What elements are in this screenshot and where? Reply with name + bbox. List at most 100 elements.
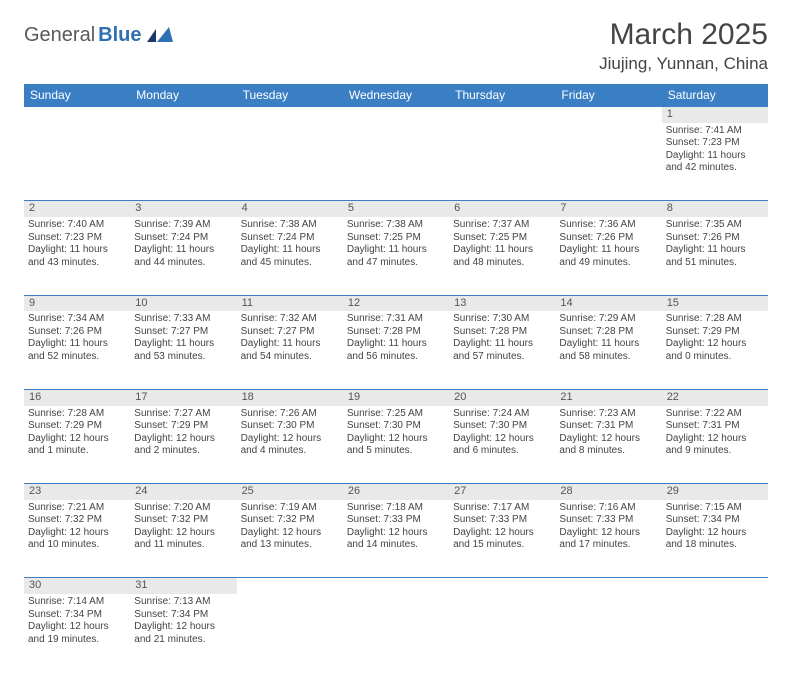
day-number-cell: 21 <box>555 389 661 405</box>
sunset-text: Sunset: 7:32 PM <box>241 514 339 527</box>
sunset-text: Sunset: 7:32 PM <box>28 514 126 527</box>
week-content-row: Sunrise: 7:34 AMSunset: 7:26 PM Daylight:… <box>24 311 768 389</box>
day-header: Sunday <box>24 84 130 107</box>
day-number-cell <box>237 578 343 594</box>
day-cell: Sunrise: 7:16 AMSunset: 7:33 PMDaylight:… <box>555 500 661 578</box>
daylight-text: Daylight: 12 hours and 18 minutes. <box>666 527 764 552</box>
week-number-row: 3031 <box>24 578 768 594</box>
sunrise-text: Sunrise: 7:20 AM <box>134 502 232 515</box>
sunset-text: Sunset: 7:26 PM <box>666 232 764 245</box>
sunrise-text: Sunrise: 7:40 AM <box>28 219 126 232</box>
sunset-text: Sunset: 7:30 PM <box>347 420 445 433</box>
sunset-text: Sunset: 7:30 PM <box>453 420 551 433</box>
sunset-text: Sunset: 7:25 PM <box>453 232 551 245</box>
week-number-row: 16171819202122 <box>24 389 768 405</box>
title-block: March 2025 Jiujing, Yunnan, China <box>599 18 768 74</box>
week-number-row: 1 <box>24 107 768 123</box>
day-header: Saturday <box>662 84 768 107</box>
week-content-row: Sunrise: 7:14 AMSunset: 7:34 PMDaylight:… <box>24 594 768 672</box>
sunset-text: Sunset: 7:23 PM <box>28 232 126 245</box>
week-number-row: 23242526272829 <box>24 484 768 500</box>
day-cell: Sunrise: 7:20 AMSunset: 7:32 PMDaylight:… <box>130 500 236 578</box>
sunrise-text: Sunrise: 7:37 AM <box>453 219 551 232</box>
sunrise-text: Sunrise: 7:41 AM <box>666 125 764 138</box>
day-number-cell: 13 <box>449 295 555 311</box>
daylight-text: Daylight: 12 hours and 15 minutes. <box>453 527 551 552</box>
sunrise-text: Sunrise: 7:29 AM <box>559 313 657 326</box>
day-number-cell <box>24 107 130 123</box>
week-number-row: 2345678 <box>24 201 768 217</box>
brand-name-blue: Blue <box>98 24 141 47</box>
day-cell: Sunrise: 7:40 AMSunset: 7:23 PMDaylight:… <box>24 217 130 295</box>
day-cell: Sunrise: 7:25 AMSunset: 7:30 PMDaylight:… <box>343 406 449 484</box>
sunset-text: Sunset: 7:23 PM <box>666 137 764 150</box>
week-content-row: Sunrise: 7:40 AMSunset: 7:23 PM Daylight:… <box>24 217 768 295</box>
daylight-text: Daylight: 11 hours and 54 minutes. <box>241 338 339 363</box>
daylight-text: Daylight: 12 hours and 4 minutes. <box>241 433 339 458</box>
day-number-cell <box>343 578 449 594</box>
day-cell: Sunrise: 7:32 AMSunset: 7:27 PMDaylight:… <box>237 311 343 389</box>
sunrise-text: Sunrise: 7:36 AM <box>559 219 657 232</box>
sunrise-text: Sunrise: 7:31 AM <box>347 313 445 326</box>
day-header: Thursday <box>449 84 555 107</box>
page-header: General Blue March 2025 Jiujing, Yunnan,… <box>24 18 768 74</box>
day-number-cell: 9 <box>24 295 130 311</box>
day-cell <box>130 123 236 201</box>
sunset-text: Sunset: 7:33 PM <box>453 514 551 527</box>
sunset-text: Sunset: 7:31 PM <box>559 420 657 433</box>
sunset-text: Sunset: 7:24 PM <box>241 232 339 245</box>
day-cell: Sunrise: 7:41 AMSunset: 7:23 PMDaylight:… <box>662 123 768 201</box>
daylight-text: Daylight: 12 hours and 17 minutes. <box>559 527 657 552</box>
day-cell: Sunrise: 7:26 AMSunset: 7:30 PMDaylight:… <box>237 406 343 484</box>
day-number-cell: 16 <box>24 389 130 405</box>
daylight-text: Daylight: 12 hours and 10 minutes. <box>28 527 126 552</box>
calendar-head: SundayMondayTuesdayWednesdayThursdayFrid… <box>24 84 768 107</box>
day-cell <box>555 594 661 672</box>
daylight-text: Daylight: 12 hours and 9 minutes. <box>666 433 764 458</box>
day-number-cell: 3 <box>130 201 236 217</box>
week-number-row: 9101112131415 <box>24 295 768 311</box>
day-number-cell: 5 <box>343 201 449 217</box>
day-cell: Sunrise: 7:36 AMSunset: 7:26 PMDaylight:… <box>555 217 661 295</box>
day-number-cell: 8 <box>662 201 768 217</box>
daylight-text: Daylight: 12 hours and 14 minutes. <box>347 527 445 552</box>
day-number-cell: 6 <box>449 201 555 217</box>
sunset-text: Sunset: 7:27 PM <box>134 326 232 339</box>
sunrise-text: Sunrise: 7:34 AM <box>28 313 126 326</box>
day-number-cell: 7 <box>555 201 661 217</box>
sunrise-text: Sunrise: 7:21 AM <box>28 502 126 515</box>
sunrise-text: Sunrise: 7:14 AM <box>28 596 126 609</box>
daylight-text: Daylight: 11 hours and 47 minutes. <box>347 244 445 269</box>
sunset-text: Sunset: 7:34 PM <box>666 514 764 527</box>
day-number-cell: 17 <box>130 389 236 405</box>
calendar-table: SundayMondayTuesdayWednesdayThursdayFrid… <box>24 84 768 672</box>
day-cell: Sunrise: 7:37 AMSunset: 7:25 PMDaylight:… <box>449 217 555 295</box>
daylight-text: Daylight: 11 hours and 42 minutes. <box>666 150 764 175</box>
sunrise-text: Sunrise: 7:18 AM <box>347 502 445 515</box>
day-number-cell <box>555 107 661 123</box>
day-number-cell <box>449 578 555 594</box>
calendar-page: General Blue March 2025 Jiujing, Yunnan,… <box>0 0 792 682</box>
day-cell: Sunrise: 7:28 AMSunset: 7:29 PMDaylight:… <box>662 311 768 389</box>
day-cell: Sunrise: 7:33 AMSunset: 7:27 PMDaylight:… <box>130 311 236 389</box>
day-header: Friday <box>555 84 661 107</box>
week-content-row: Sunrise: 7:21 AMSunset: 7:32 PMDaylight:… <box>24 500 768 578</box>
day-cell <box>343 594 449 672</box>
sunrise-text: Sunrise: 7:35 AM <box>666 219 764 232</box>
daylight-text: Daylight: 11 hours and 53 minutes. <box>134 338 232 363</box>
sunrise-text: Sunrise: 7:16 AM <box>559 502 657 515</box>
day-header: Monday <box>130 84 236 107</box>
sunset-text: Sunset: 7:31 PM <box>666 420 764 433</box>
day-number-cell: 22 <box>662 389 768 405</box>
day-number-cell: 26 <box>343 484 449 500</box>
day-header: Wednesday <box>343 84 449 107</box>
location: Jiujing, Yunnan, China <box>599 54 768 74</box>
sunset-text: Sunset: 7:26 PM <box>28 326 126 339</box>
day-cell: Sunrise: 7:34 AMSunset: 7:26 PMDaylight:… <box>24 311 130 389</box>
daylight-text: Daylight: 11 hours and 48 minutes. <box>453 244 551 269</box>
day-cell <box>237 594 343 672</box>
day-number-cell: 23 <box>24 484 130 500</box>
daylight-text: Daylight: 12 hours and 0 minutes. <box>666 338 764 363</box>
day-cell: Sunrise: 7:23 AMSunset: 7:31 PMDaylight:… <box>555 406 661 484</box>
day-cell <box>555 123 661 201</box>
